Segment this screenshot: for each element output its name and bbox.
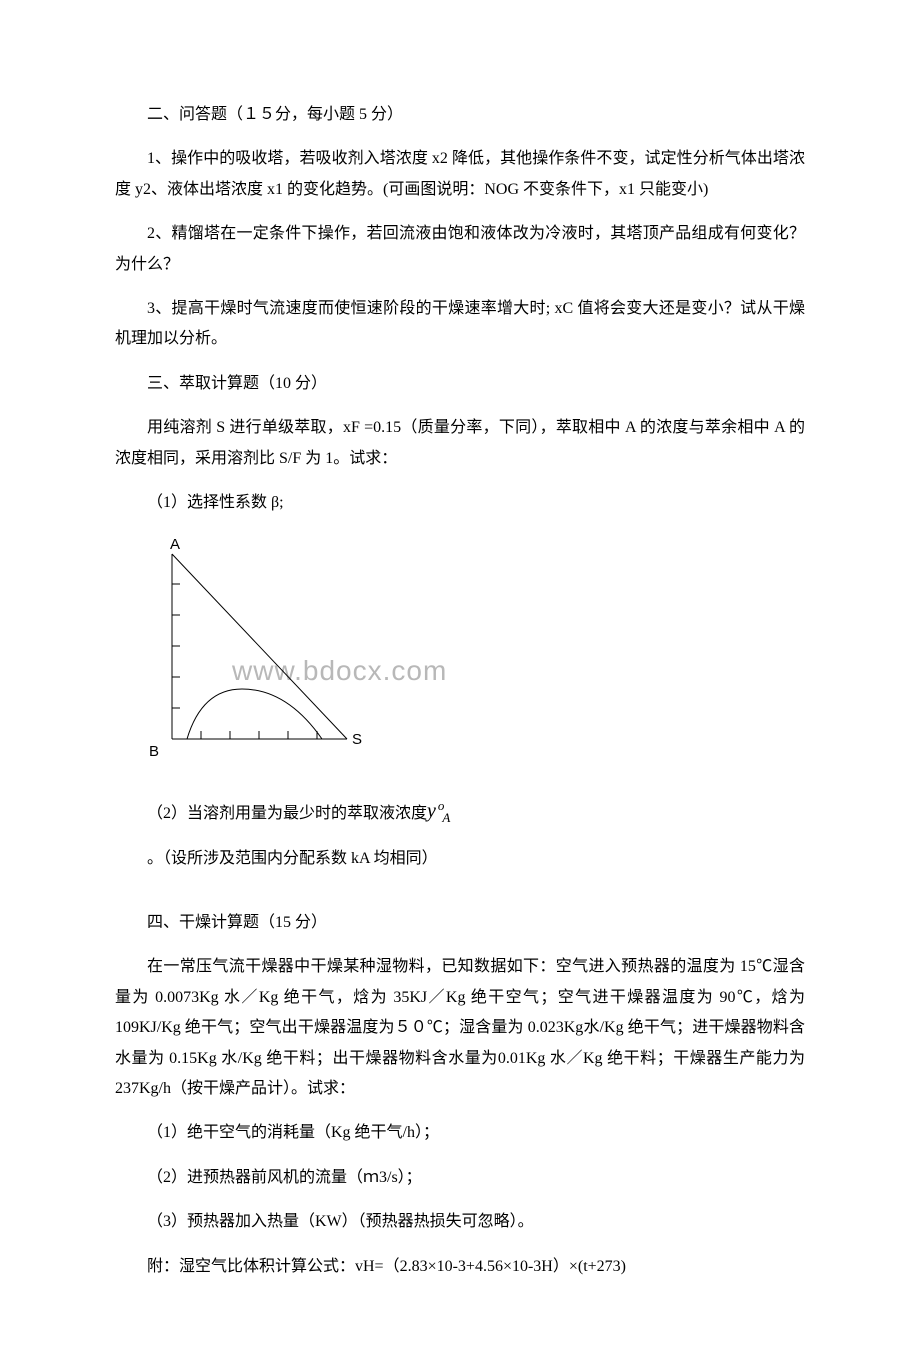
section4-sub2: （2）进预热器前风机的流量（ｍ3/s）； xyxy=(115,1163,805,1193)
section4-sub1: （1）绝干空气的消耗量（Kg 绝干气/h）； xyxy=(115,1118,805,1148)
formula-sub: A xyxy=(442,810,450,825)
section4-heading: 四、干燥计算题（15 分） xyxy=(115,908,805,938)
label-S: S xyxy=(352,731,362,748)
section4-appendix: 附：湿空气比体积计算公式：vH=（2.83×10-3+4.56×10-3H）×(… xyxy=(115,1252,805,1282)
section3-intro: 用纯溶剂 S 进行单级萃取，xF =0.15（质量分率，下同），萃取相中 A 的… xyxy=(115,413,805,474)
section2-q3: 3、提高干燥时气流速度而使恒速阶段的干燥速率增大时; xC 值将会变大还是变小？… xyxy=(115,294,805,355)
section4-sub3: （3）预热器加入热量（KW）（预热器热损失可忽略）。 xyxy=(115,1207,805,1237)
solubility-curve xyxy=(187,689,322,739)
section2-q1: 1、操作中的吸收塔，若吸收剂入塔浓度 x2 降低，其他操作条件不变，试定性分析气… xyxy=(115,144,805,205)
section4-intro: 在一常压气流干燥器中干燥某种湿物料，已知数据如下：空气进入预热器的温度为 15℃… xyxy=(115,952,805,1104)
formula-y: y xyxy=(427,792,436,830)
section3-heading: 三、萃取计算题（10 分） xyxy=(115,369,805,399)
triangle-diagram: A B S xyxy=(147,534,387,764)
section3-sub1: （1）选择性系数 β; xyxy=(115,488,805,518)
section3-sub2: （2）当溶剂用量为最少时的萃取液浓度 y o A xyxy=(115,792,805,830)
label-A: A xyxy=(170,536,180,553)
triangle-diagram-container: www.bdocx.com A B S xyxy=(147,534,805,775)
section2-heading: 二、问答题（１５分，每小题 5 分） xyxy=(115,100,805,130)
label-B: B xyxy=(149,743,159,760)
spacer xyxy=(115,888,805,908)
section3-sub2-note: 。（设所涉及范围内分配系数 kA 均相同） xyxy=(115,844,805,874)
triangle-hypotenuse xyxy=(172,554,347,739)
formula-sup-sub: o A xyxy=(438,799,450,829)
section2-q2: 2、精馏塔在一定条件下操作，若回流液由饱和液体改为冷液时，其塔顶产品组成有何变化… xyxy=(115,219,805,280)
section3-sub2-text: （2）当溶剂用量为最少时的萃取液浓度 xyxy=(147,799,427,829)
